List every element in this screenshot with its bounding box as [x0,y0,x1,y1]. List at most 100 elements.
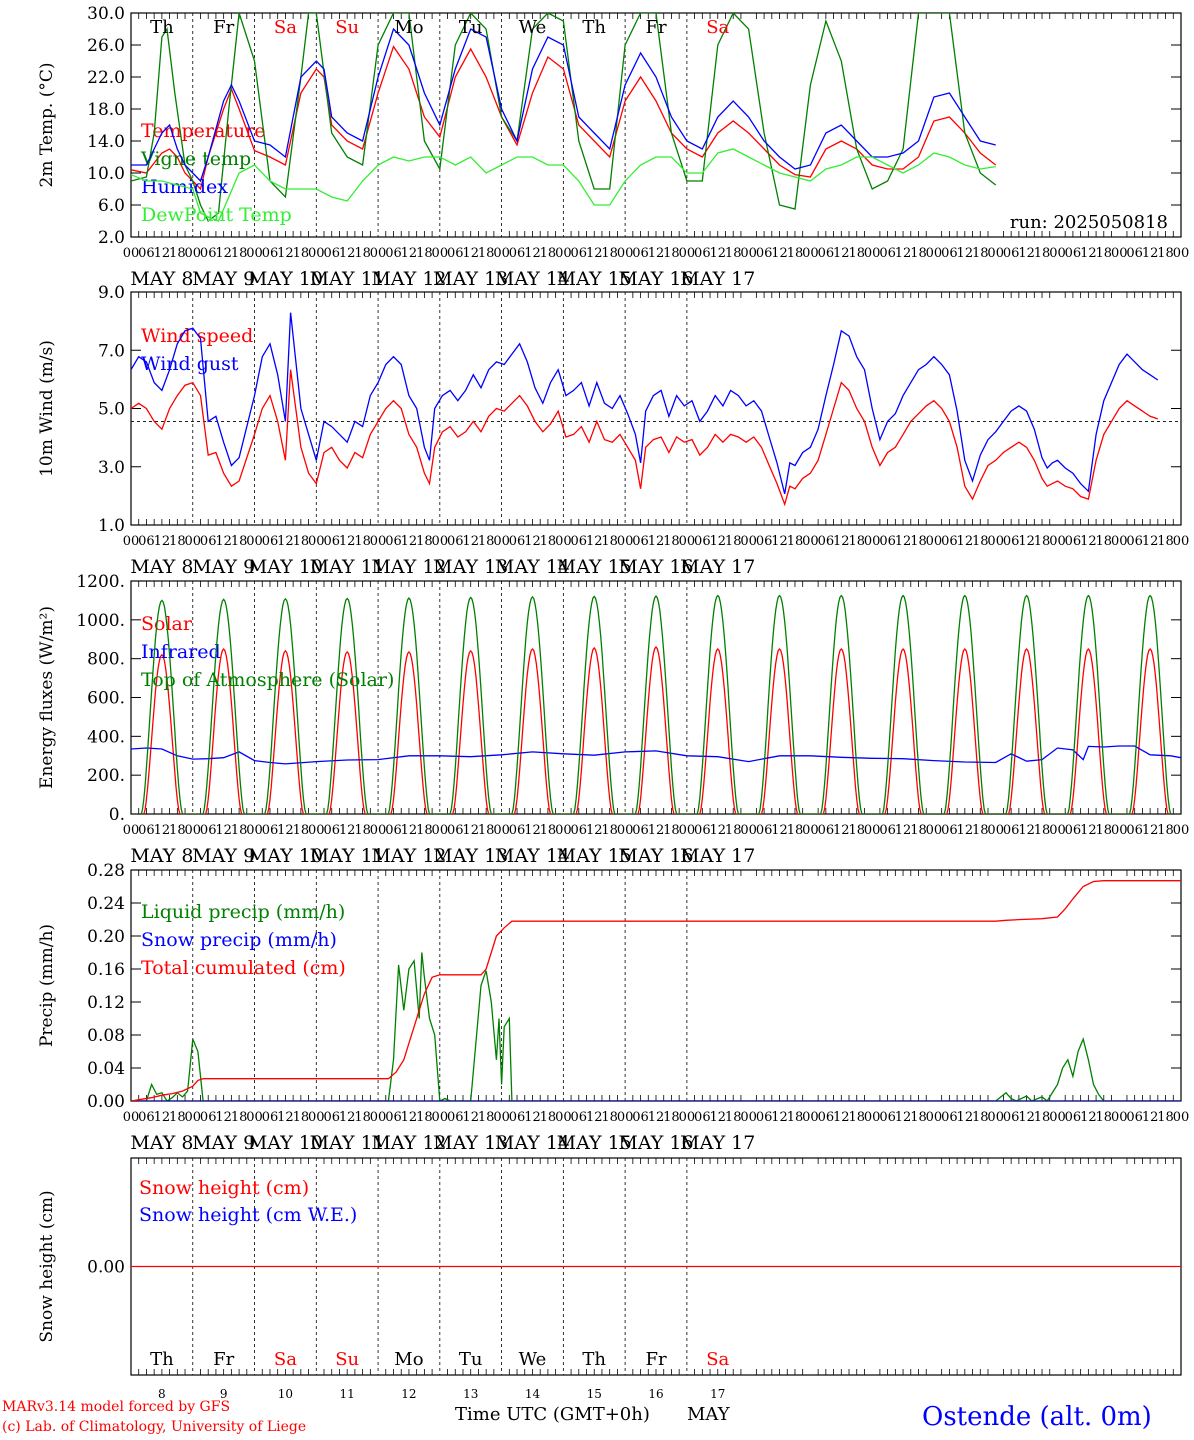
hour-label: 12 [339,246,356,261]
panel-wind: 1.0 3.0 5.0 7.0 9.0 10m Wind (m/s) Wind speed W… [37,283,1189,578]
date-label: MAY 8 [130,845,193,867]
series-line-wind-gust [131,312,1159,495]
hour-label: 18 [848,823,865,838]
hour-label: 00 [184,823,201,838]
hour-label: 18 [1157,534,1174,549]
date-label: MAY 16 [618,1132,693,1154]
y-tick-label: 0.12 [87,993,125,1013]
hour-label: 12 [215,534,232,549]
hour-label: 00 [617,246,634,261]
hour-label: 06 [138,1110,155,1125]
hour-label: 12 [709,823,726,838]
hour-label: 00 [987,246,1004,261]
hour-label: 18 [725,534,742,549]
date-label: MAY 9 [192,268,255,290]
hour-label: 12 [771,1110,788,1125]
hour-label: 06 [1126,823,1143,838]
hour-label: 12 [895,1110,912,1125]
hour-label: 06 [879,534,896,549]
series-line-top-of-atmosphere-solar [140,594,1172,814]
hour-label: 18 [910,823,927,838]
hour-label: 00 [1173,534,1190,549]
hour-label: 06 [509,246,526,261]
series-line-dewpoint-temp [131,148,996,222]
legend-entry: DewPoint Temp [141,204,292,226]
hour-label: 00 [1173,1110,1190,1125]
panel-snow: 0.00 Snow height (cm) Snow height (cm) Snow… [37,1157,1182,1376]
hour-label: 18 [848,1110,865,1125]
hour-label: 06 [1003,534,1020,549]
hour-label: 12 [957,823,974,838]
hour-label: 18 [354,823,371,838]
day-number-label: 16 [648,1387,663,1401]
hour-label: 12 [709,246,726,261]
y-tick-label: 2.0 [98,228,125,248]
hour-label: 00 [123,1110,140,1125]
hour-label: 12 [957,246,974,261]
legend-entry: Snow height (cm) [139,1177,309,1199]
hour-label: 00 [740,823,757,838]
date-label: MAY 14 [495,845,570,867]
hour-label: 06 [509,823,526,838]
hour-label: 06 [262,823,279,838]
series-line-solar [143,645,1169,814]
hour-label: 12 [1142,534,1159,549]
y-tick-label: 1200. [76,572,125,592]
y-tick-label: 0.00 [87,1092,125,1112]
day-number-label: 8 [158,1387,166,1401]
y-tick-label: 7.0 [98,341,125,361]
plot-frame [130,580,1182,815]
hour-label: 00 [1049,823,1066,838]
hour-label: 18 [293,823,310,838]
hour-label: 00 [555,246,572,261]
hour-label: 00 [370,534,387,549]
y-axis-title: 10m Wind (m/s) [37,340,57,477]
hour-label: 00 [370,246,387,261]
hour-label: 12 [1080,246,1097,261]
date-label: MAY 16 [618,845,693,867]
hour-label: 00 [123,534,140,549]
hour-label: 00 [802,246,819,261]
hour-label: 12 [648,1110,665,1125]
date-label: MAY 14 [495,556,570,578]
hour-label: 00 [1049,1110,1066,1125]
hour-label: 12 [339,534,356,549]
hour-label: 12 [401,246,418,261]
date-label: MAY 17 [680,268,755,290]
hour-label: 06 [509,1110,526,1125]
legend-entry: Liquid precip (mm/h) [141,901,345,923]
hour-label: 12 [709,1110,726,1125]
hour-label: 18 [663,823,680,838]
y-tick-label: 1000. [76,611,125,631]
hour-label: 00 [679,823,696,838]
hour-label: 18 [416,823,433,838]
hour-label: 18 [1034,534,1051,549]
hour-label: 00 [246,534,263,549]
hour-label: 00 [864,1110,881,1125]
hour-label: 06 [1003,823,1020,838]
hour-label: 18 [231,246,248,261]
hour-label: 06 [447,246,464,261]
date-label: MAY 8 [130,268,193,290]
day-number-label: 9 [220,1387,228,1401]
hour-label: 06 [571,823,588,838]
hour-label: 18 [663,1110,680,1125]
hour-label: 18 [169,534,186,549]
day-number-label: 13 [463,1387,478,1401]
hour-label: 12 [154,1110,171,1125]
y-tick-label: 400. [87,727,125,747]
y-tick-label: 0. [109,805,125,825]
y-tick-label: 1.0 [98,516,125,536]
hour-label: 18 [169,246,186,261]
day-number-label: 10 [278,1387,293,1401]
hour-label: 00 [802,823,819,838]
series-line-infrared [131,745,1181,765]
legend-entry: Snow height (cm W.E.) [139,1204,357,1226]
hour-label: 06 [200,823,217,838]
hour-label: 12 [833,1110,850,1125]
y-tick-label: 200. [87,766,125,786]
hour-label: 00 [493,246,510,261]
hour-label: 12 [154,246,171,261]
hour-label: 00 [1049,534,1066,549]
hour-label: 12 [524,1110,541,1125]
